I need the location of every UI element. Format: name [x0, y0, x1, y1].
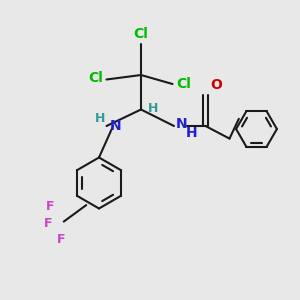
Text: Cl: Cl — [134, 27, 148, 41]
Text: N: N — [110, 119, 122, 133]
Text: O: O — [210, 78, 222, 92]
Text: H: H — [94, 112, 105, 124]
Text: H: H — [185, 126, 197, 140]
Text: F: F — [44, 217, 52, 230]
Text: F: F — [56, 233, 65, 246]
Text: Cl: Cl — [88, 71, 103, 85]
Text: H: H — [148, 101, 158, 115]
Text: Cl: Cl — [176, 77, 191, 91]
Text: F: F — [46, 200, 54, 213]
Text: N: N — [176, 118, 187, 131]
